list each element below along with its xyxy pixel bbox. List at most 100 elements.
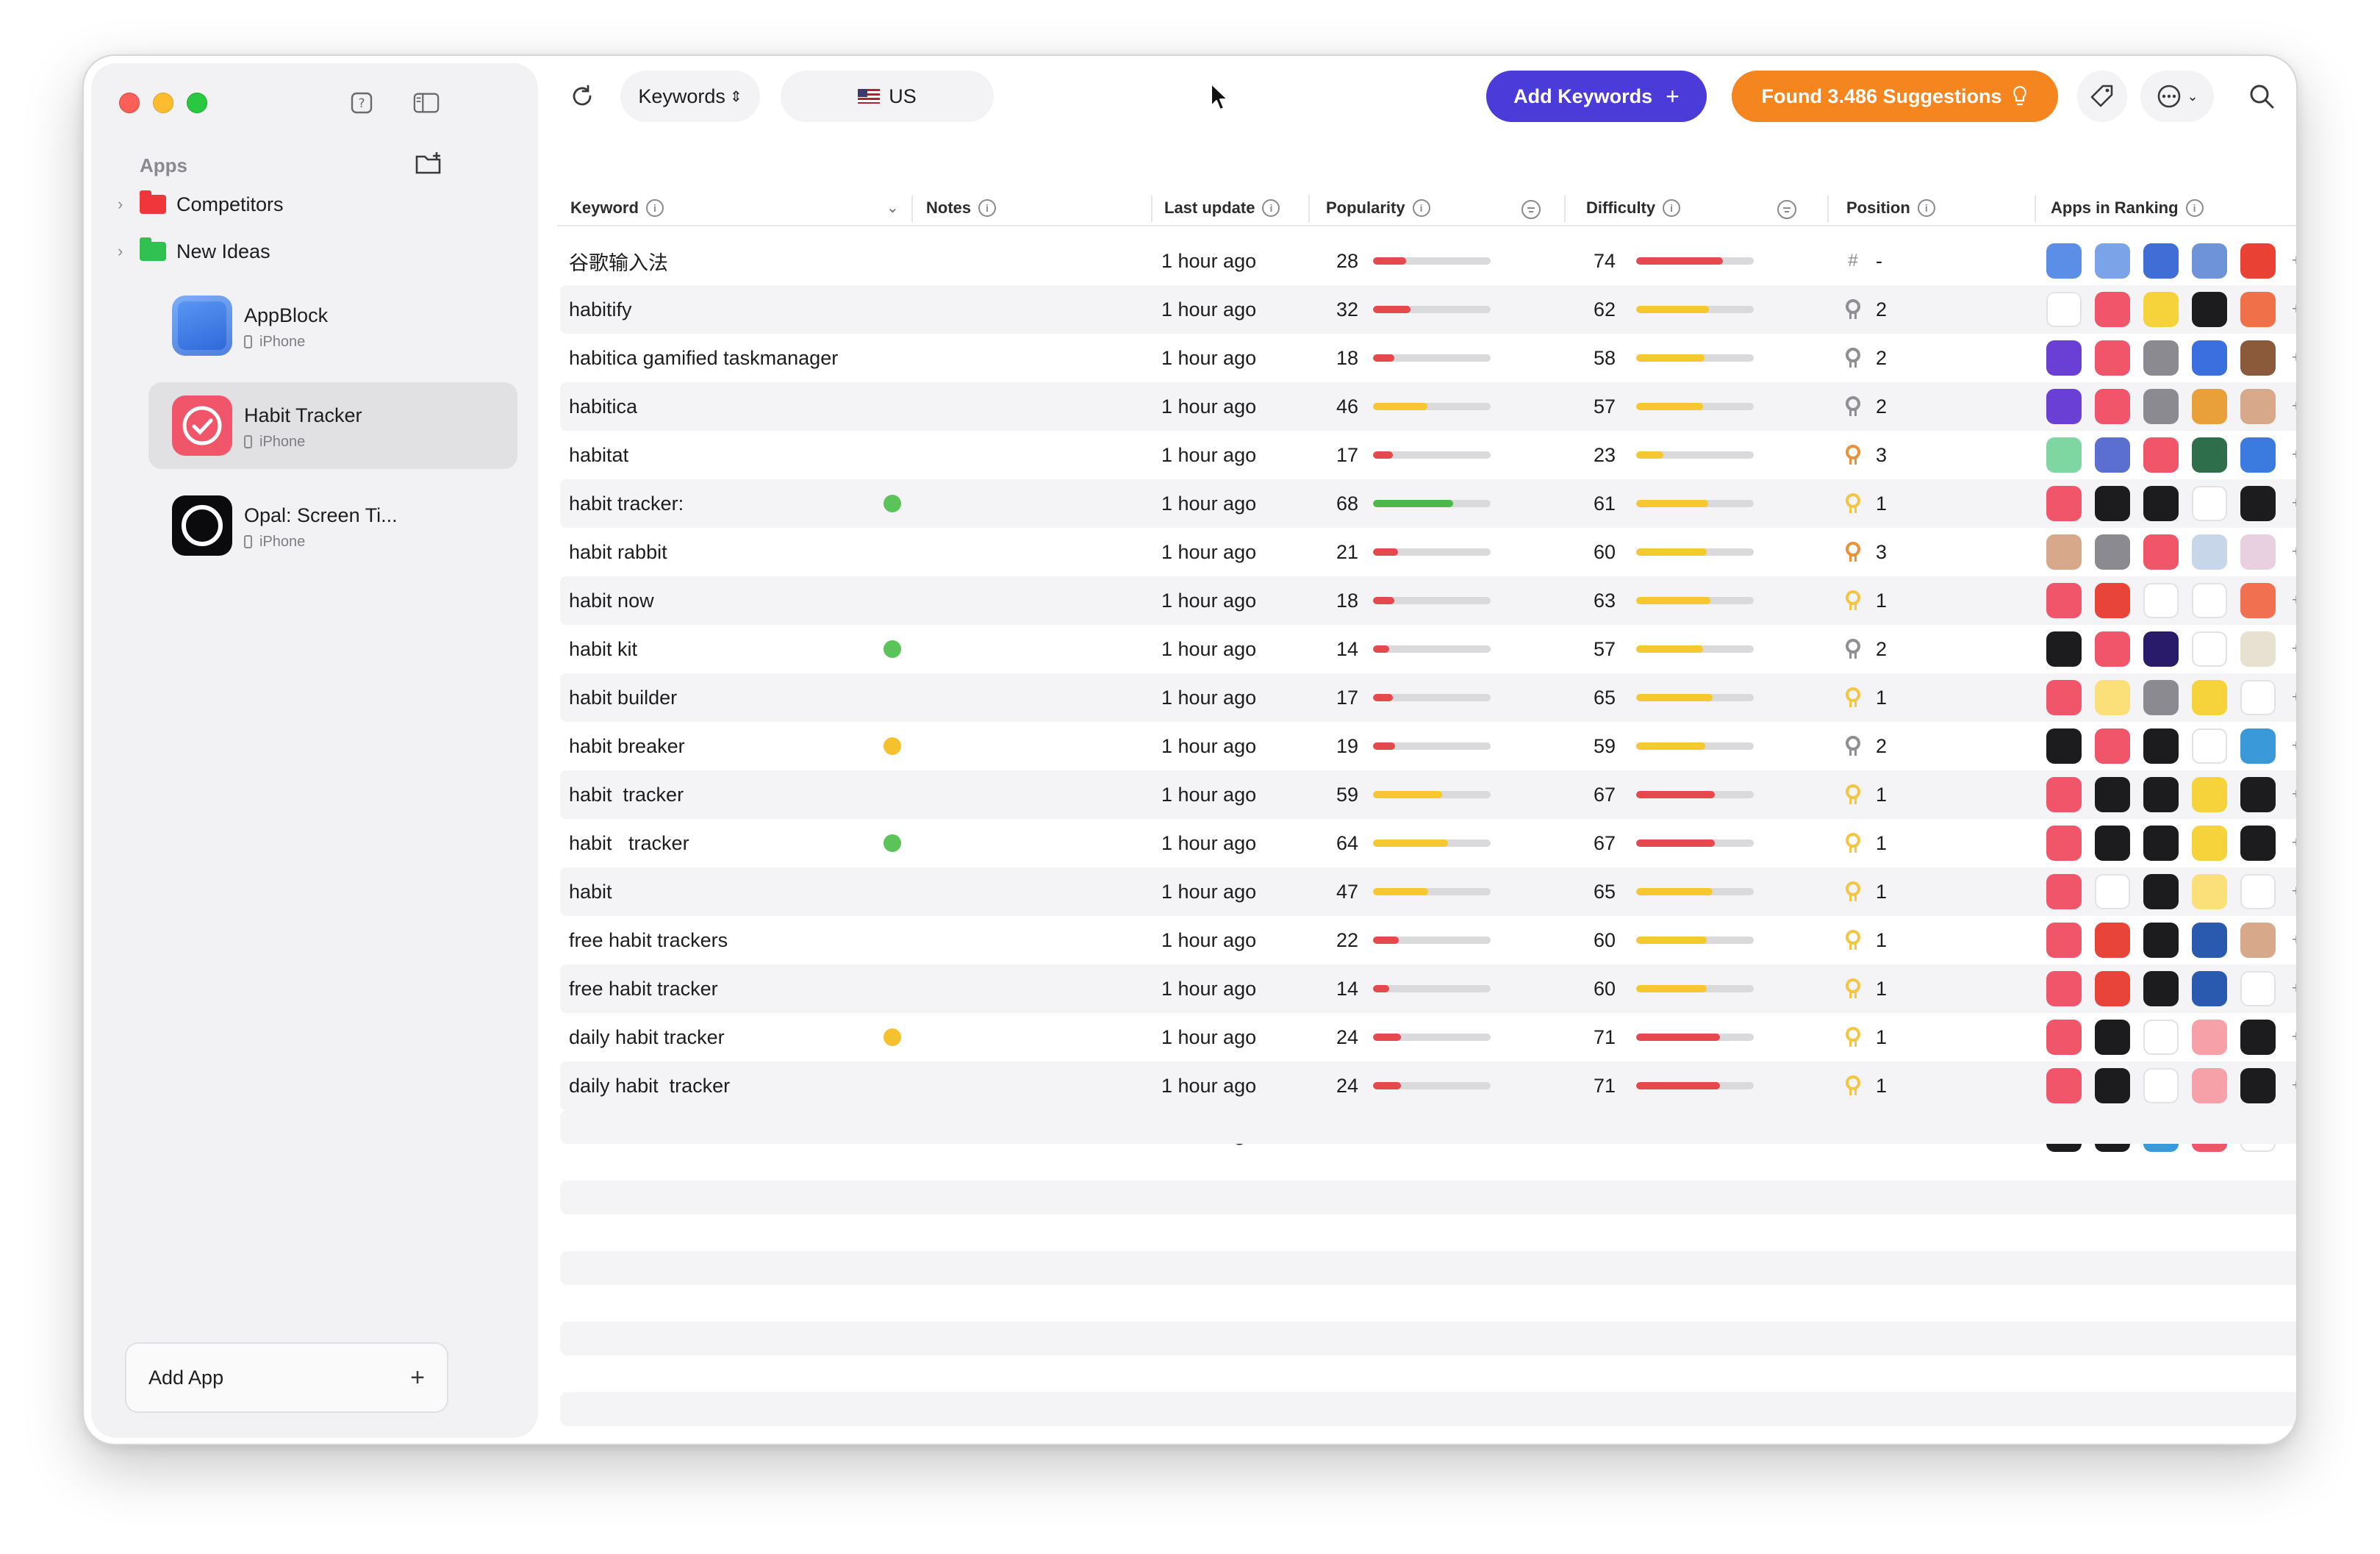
ranking-app-icon[interactable]: [2192, 534, 2227, 570]
more-apps-count[interactable]: +236: [2292, 349, 2296, 367]
note-cell[interactable]: [883, 1061, 901, 1110]
ranking-app-icon[interactable]: [2095, 486, 2130, 521]
ranking-app-icon[interactable]: [2143, 534, 2179, 570]
table-row[interactable]: habitica gamified taskmanager 1 hour ago 1…: [560, 334, 2296, 382]
ranking-app-icon[interactable]: [2143, 728, 2179, 764]
info-icon[interactable]: i: [1917, 199, 1935, 217]
ranking-app-icon[interactable]: [2143, 777, 2179, 812]
ranking-app-icon[interactable]: [2143, 874, 2179, 909]
column-position[interactable]: Position i: [1846, 198, 1935, 218]
ranking-app-icon[interactable]: [2240, 971, 2276, 1006]
ranking-app-icon[interactable]: [2192, 486, 2227, 521]
sidebar-app-appblock[interactable]: AppBlock iPhone: [148, 282, 517, 369]
note-cell[interactable]: [883, 625, 901, 673]
ranking-app-icon[interactable]: [2143, 631, 2179, 667]
ranking-app-icon[interactable]: [2192, 971, 2227, 1006]
table-row[interactable]: free habit tracker 1 hour ago 14 60 1 +237: [560, 964, 2296, 1013]
ranking-app-icon[interactable]: [2046, 777, 2082, 812]
table-row[interactable]: habitify 1 hour ago 32 62 2 +227: [560, 285, 2296, 334]
table-row[interactable]: habit tracker 1 hour ago 64 67 1 +229: [560, 819, 2296, 867]
column-notes[interactable]: Notes i: [926, 198, 997, 218]
ranking-app-icon[interactable]: [2046, 437, 2082, 473]
more-apps-count[interactable]: +229: [2292, 495, 2296, 512]
ranking-app-icon[interactable]: [2240, 583, 2276, 618]
more-apps-count[interactable]: +227: [2292, 301, 2296, 318]
ranking-app-icon[interactable]: [2240, 486, 2276, 521]
search-button[interactable]: [2236, 71, 2287, 122]
ranking-app-icon[interactable]: [2240, 1068, 2276, 1103]
ranking-app-icon[interactable]: [2143, 680, 2179, 715]
ranking-app-icon[interactable]: [2192, 243, 2227, 279]
ranking-app-icon[interactable]: [2095, 389, 2130, 424]
difficulty-filter-icon[interactable]: [1777, 200, 1796, 219]
ranking-app-icon[interactable]: [2192, 437, 2227, 473]
table-row[interactable]: daily habit tracker 1 hour ago 24 71 1 +228: [560, 1061, 2296, 1110]
suggestions-button[interactable]: Found 3.486 Suggestions: [1732, 71, 2058, 122]
column-popularity[interactable]: Popularity i: [1326, 198, 1430, 218]
more-apps-count[interactable]: +209: [2292, 883, 2296, 900]
ranking-app-icon[interactable]: [2095, 1068, 2130, 1103]
column-keyword[interactable]: Keyword i: [570, 198, 664, 218]
country-selector[interactable]: US: [781, 71, 994, 122]
more-apps-count[interactable]: +229: [2292, 834, 2296, 852]
ranking-app-icon[interactable]: [2240, 437, 2276, 473]
ranking-app-icon[interactable]: [2143, 243, 2179, 279]
ranking-app-icon[interactable]: [2046, 243, 2082, 279]
note-cell[interactable]: [883, 916, 901, 964]
table-row[interactable]: habitica 1 hour ago 46 57 2 +225: [560, 382, 2296, 431]
ranking-app-icon[interactable]: [2192, 777, 2227, 812]
table-row[interactable]: habit builder 1 hour ago 17 65 1 +226: [560, 673, 2296, 722]
ranking-app-icon[interactable]: [2192, 923, 2227, 958]
note-cell[interactable]: [883, 964, 901, 1013]
ranking-app-icon[interactable]: [2192, 728, 2227, 764]
ranking-app-icon[interactable]: [2046, 583, 2082, 618]
ranking-app-icon[interactable]: [2143, 292, 2179, 327]
ranking-app-icon[interactable]: [2192, 340, 2227, 376]
ranking-app-icon[interactable]: [2095, 728, 2130, 764]
sort-chevron-icon[interactable]: ⌄: [886, 200, 899, 216]
ranking-app-icon[interactable]: [2143, 340, 2179, 376]
ranking-app-icon[interactable]: [2095, 534, 2130, 570]
note-cell[interactable]: [883, 1013, 901, 1061]
info-icon[interactable]: i: [1262, 199, 1280, 217]
ranking-app-icon[interactable]: [2095, 826, 2130, 861]
table-row[interactable]: habit rabbit 1 hour ago 21 60 3 +218: [560, 528, 2296, 576]
window-zoom-button[interactable]: [187, 93, 207, 113]
window-close-button[interactable]: [119, 93, 140, 113]
new-folder-icon[interactable]: [415, 150, 444, 176]
table-row[interactable]: habit breaker 1 hour ago 19 59 2 +223: [560, 722, 2296, 770]
ranking-app-icon[interactable]: [2046, 534, 2082, 570]
more-apps-count[interactable]: +216: [2292, 640, 2296, 658]
ranking-app-icon[interactable]: [2240, 874, 2276, 909]
ranking-app-icon[interactable]: [2192, 583, 2227, 618]
note-cell[interactable]: [883, 673, 901, 722]
note-cell[interactable]: [883, 576, 901, 625]
window-minimize-button[interactable]: [153, 93, 173, 113]
ranking-app-icon[interactable]: [2192, 680, 2227, 715]
folder-competitors[interactable]: › Competitors: [118, 190, 284, 219]
ranking-app-icon[interactable]: [2240, 923, 2276, 958]
note-cell[interactable]: [883, 528, 901, 576]
chevron-right-icon[interactable]: ›: [118, 242, 123, 260]
ranking-app-icon[interactable]: [2046, 292, 2082, 327]
info-icon[interactable]: i: [978, 199, 997, 217]
ranking-app-icon[interactable]: [2095, 292, 2130, 327]
add-keywords-button[interactable]: Add Keywords +: [1486, 71, 1707, 122]
table-row[interactable]: free habit trackers 1 hour ago 22 60 1 +239: [560, 916, 2296, 964]
ranking-app-icon[interactable]: [2095, 777, 2130, 812]
ranking-app-icon[interactable]: [2192, 1020, 2227, 1055]
ranking-app-icon[interactable]: [2240, 534, 2276, 570]
ranking-app-icon[interactable]: [2143, 583, 2179, 618]
table-row[interactable]: habit kit 1 hour ago 14 57 2 +216: [560, 625, 2296, 673]
ranking-app-icon[interactable]: [2046, 389, 2082, 424]
ranking-app-icon[interactable]: [2046, 486, 2082, 521]
sidebar-toggle-icon[interactable]: [413, 90, 440, 116]
ranking-app-icon[interactable]: [2095, 583, 2130, 618]
ranking-app-icon[interactable]: [2192, 1068, 2227, 1103]
ranking-app-icon[interactable]: [2095, 340, 2130, 376]
ranking-app-icon[interactable]: [2143, 1068, 2179, 1103]
column-difficulty[interactable]: Difficulty i: [1586, 198, 1681, 218]
ranking-app-icon[interactable]: [2095, 243, 2130, 279]
note-cell[interactable]: [883, 285, 901, 334]
column-last-update[interactable]: Last update i: [1164, 198, 1280, 218]
